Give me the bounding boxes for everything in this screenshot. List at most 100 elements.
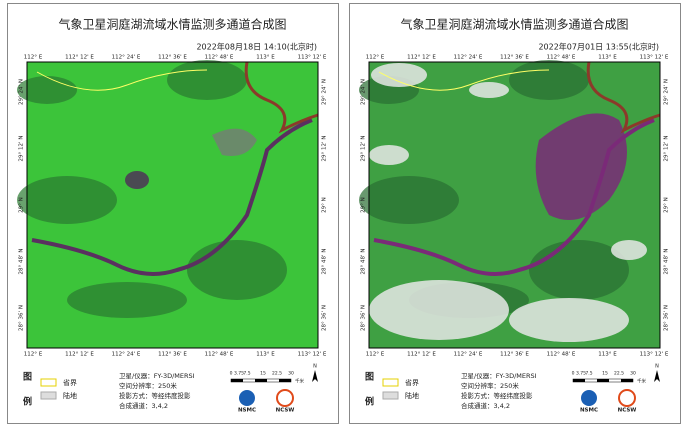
info-line: 空间分辨率：250米 xyxy=(461,381,519,390)
scale-unit: 千米 xyxy=(295,378,304,385)
lat-label: 29° 24' N xyxy=(664,79,670,105)
logo-icon xyxy=(276,389,294,407)
lat-label: 29° 12' N xyxy=(322,136,328,162)
lon-label: 112° 24' E xyxy=(112,352,141,358)
lon-label: 113° E xyxy=(598,55,617,61)
map-patch xyxy=(17,176,117,224)
scale-bar-seg xyxy=(621,379,633,382)
legend-heading: 图 xyxy=(365,372,374,383)
lon-label: 112° 36' E xyxy=(158,352,187,358)
logo-icon xyxy=(618,389,636,407)
lon-label: 112° 12' E xyxy=(407,55,436,61)
scale-label: 7.5 xyxy=(243,371,250,377)
lon-label: 112° 48' E xyxy=(205,55,234,61)
scale-label: 0 xyxy=(230,371,233,377)
map-patch xyxy=(167,60,247,100)
scale-label: 22.5 xyxy=(272,371,282,377)
scale-unit: 千米 xyxy=(637,378,646,385)
lat-label: 29° N xyxy=(322,197,328,213)
logo: NSMC xyxy=(580,408,598,414)
lat-label: 29° 12' N xyxy=(19,136,25,162)
north-arrow xyxy=(654,370,660,382)
lon-label: 112° 36' E xyxy=(500,352,529,358)
map-patch xyxy=(17,76,77,104)
lon-label: 113° 12' E xyxy=(298,55,327,61)
map-cloud xyxy=(369,145,409,165)
legend-swatch xyxy=(40,391,57,400)
lat-label: 28° 48' N xyxy=(664,249,670,275)
north-label: N xyxy=(655,364,659,370)
scale-bar-seg xyxy=(279,379,291,382)
scale-label: 30 xyxy=(630,371,636,377)
province-border xyxy=(36,69,208,91)
lon-label: 112° 36' E xyxy=(500,55,529,61)
legend-item: 省界 xyxy=(63,378,77,387)
panel-title: 气象卫星洞庭湖流域水情监测多通道合成图 xyxy=(400,17,628,32)
map-river xyxy=(31,118,313,276)
legend-swatch xyxy=(382,378,399,387)
lat-label: 29° 12' N xyxy=(361,136,367,162)
lon-label: 112° 48' E xyxy=(547,352,576,358)
north-arrow xyxy=(312,370,318,382)
legend-heading: 图 xyxy=(23,372,32,383)
lat-label: 29° 24' N xyxy=(361,79,367,105)
map-frame xyxy=(26,61,319,349)
scale-label: 15 xyxy=(602,371,608,377)
panel-title: 气象卫星洞庭湖流域水情监测多通道合成图 xyxy=(58,17,286,32)
map-frame xyxy=(368,61,661,349)
lat-label: 28° 36' N xyxy=(19,305,25,331)
legend-item: 省界 xyxy=(405,378,419,387)
lon-label: 113° 12' E xyxy=(298,352,327,358)
scale-bar-seg xyxy=(573,379,585,382)
lat-label: 29° N xyxy=(664,197,670,213)
lon-label: 113° E xyxy=(256,55,275,61)
legend-swatch xyxy=(40,378,57,387)
legend-heading: 例 xyxy=(23,396,32,408)
logo-icon xyxy=(581,390,597,406)
map-lake xyxy=(125,171,149,189)
scale-label: 7.5 xyxy=(585,371,592,377)
lon-label: 112° 12' E xyxy=(407,352,436,358)
lat-label: 28° 48' N xyxy=(19,249,25,275)
lon-label: 113° E xyxy=(256,352,275,358)
map-cloud xyxy=(611,240,647,260)
scale-label: 22.5 xyxy=(614,371,624,377)
info-line: 合成通道：3,4,2 xyxy=(461,401,510,410)
scale-label: 3.75 xyxy=(576,371,586,377)
north-label: N xyxy=(313,364,317,370)
map-cloud xyxy=(509,298,629,342)
panel: 气象卫星洞庭湖流域水情监测多通道合成图 2022年07月01日 13:55(北京时… xyxy=(349,3,681,424)
lat-label: 28° 48' N xyxy=(361,249,367,275)
lat-label: 29° N xyxy=(19,197,25,213)
scale-label: 30 xyxy=(288,371,294,377)
panel-datetime: 2022年08月18日 14:10(北京时) xyxy=(196,42,317,52)
map-lake xyxy=(212,128,257,156)
legend-swatch xyxy=(382,391,399,400)
info-line: 投影方式：等经纬度投影 xyxy=(461,391,533,400)
logo: NCSW xyxy=(276,408,295,414)
map-patch xyxy=(67,282,187,318)
scale-bar-seg xyxy=(255,379,267,382)
map-lake xyxy=(535,113,627,220)
scale-label: 0 xyxy=(572,371,575,377)
legend-item: 陆地 xyxy=(63,391,77,400)
scale-bar-seg xyxy=(231,379,243,382)
map-cloud xyxy=(369,280,509,340)
lon-label: 112° 48' E xyxy=(547,55,576,61)
lon-label: 112° 24' E xyxy=(112,55,141,61)
lon-label: 112° 12' E xyxy=(65,55,94,61)
scale-label: 15 xyxy=(260,371,266,377)
scale-label: 3.75 xyxy=(234,371,244,377)
lat-label: 28° 36' N xyxy=(322,305,328,331)
lat-label: 29° 12' N xyxy=(664,136,670,162)
lon-label: 112° 24' E xyxy=(454,352,483,358)
map-cloud xyxy=(371,63,427,87)
lon-label: 112° E xyxy=(366,55,385,61)
lon-label: 112° 48' E xyxy=(205,352,234,358)
info-line: 合成通道：3,4,2 xyxy=(119,401,168,410)
map-patch xyxy=(509,60,589,100)
legend-heading: 例 xyxy=(365,396,374,408)
map-river-yangtze xyxy=(586,61,661,134)
lat-label: 28° 36' N xyxy=(361,305,367,331)
